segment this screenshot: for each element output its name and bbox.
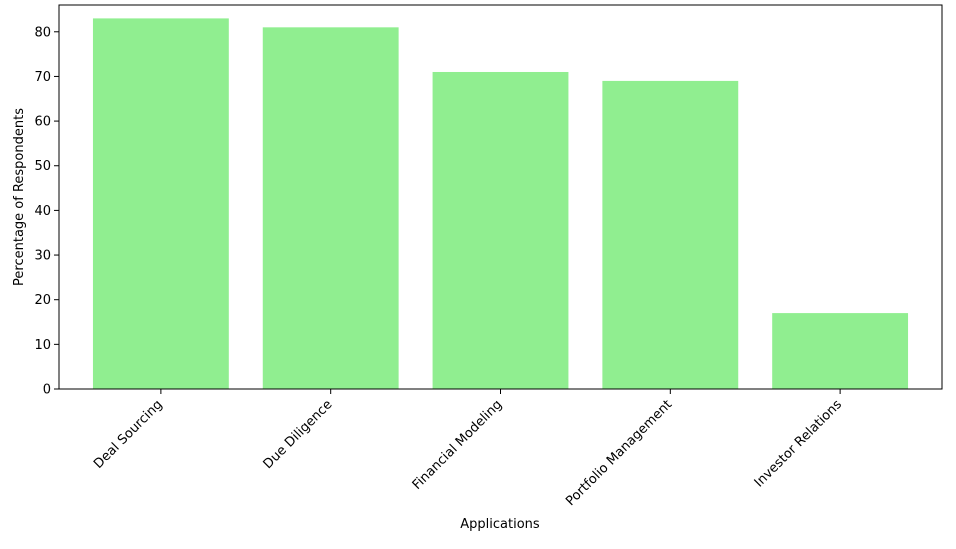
bar-financial-modeling bbox=[432, 71, 569, 389]
y-tick-label: 80 bbox=[34, 25, 51, 40]
x-tick-label: Due Diligence bbox=[261, 397, 336, 472]
x-axis-label: Applications bbox=[460, 517, 540, 532]
x-tick-label: Portfolio Management bbox=[563, 397, 675, 509]
bar-due-diligence bbox=[262, 27, 399, 390]
y-tick-label: 40 bbox=[34, 204, 51, 219]
x-tick-label: Deal Sourcing bbox=[91, 397, 166, 472]
bars-layer bbox=[92, 18, 909, 390]
y-tick-label: 50 bbox=[34, 159, 51, 174]
x-axis-ticks: Deal Sourcing Due Diligence Financial Mode… bbox=[91, 389, 845, 509]
y-tick-label: 0 bbox=[43, 383, 51, 398]
y-tick-label: 20 bbox=[34, 293, 51, 308]
x-tick-label: Financial Modeling bbox=[410, 397, 506, 493]
plot-frame bbox=[58, 4, 943, 390]
bar-investor-relations bbox=[772, 313, 909, 389]
bar-portfolio-management bbox=[602, 80, 739, 389]
y-tick-label: 30 bbox=[34, 249, 51, 264]
y-tick-label: 70 bbox=[34, 70, 51, 85]
y-tick-label: 10 bbox=[34, 338, 51, 353]
y-axis-label: Percentage of Respondents bbox=[12, 108, 27, 286]
x-tick-label: Investor Relations bbox=[752, 397, 845, 490]
y-tick-label: 60 bbox=[34, 115, 51, 130]
bar-deal-sourcing bbox=[92, 18, 229, 390]
y-axis-ticks: 0 10 20 30 40 50 60 70 80 bbox=[34, 25, 59, 398]
